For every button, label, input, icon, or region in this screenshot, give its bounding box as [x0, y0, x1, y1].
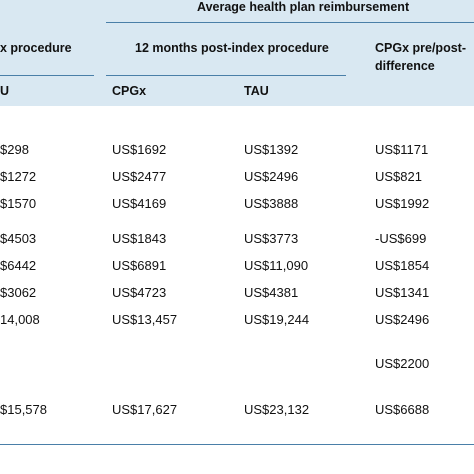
table-bottom-rule: [0, 444, 474, 445]
cell-post-tau: US$23,132: [244, 402, 310, 417]
cell-post-tau: US$19,244: [244, 312, 310, 327]
header-post-index-procedure: 12 months post-index procedure: [135, 41, 329, 55]
cell-post-cpgx: US$4723: [112, 285, 167, 300]
cell-post-cpgx: US$17,627: [112, 402, 178, 417]
cell-pre-tau: $6442: [0, 258, 37, 273]
cell-difference: US$821: [375, 169, 422, 184]
cell-post-cpgx: US$4169: [112, 196, 167, 211]
cell-post-tau: US$3773: [244, 231, 299, 246]
cell-difference: US$1171: [375, 142, 429, 157]
cell-post-cpgx: US$1843: [112, 231, 167, 246]
cell-post-cpgx: US$6891: [112, 258, 167, 273]
cell-difference: US$1992: [375, 196, 430, 211]
header-difference-line2: difference: [375, 59, 435, 73]
cell-post-cpgx: US$13,457: [112, 312, 178, 327]
subheader-cpgx: CPGx: [112, 84, 147, 98]
cell-difference: US$6688: [375, 402, 430, 417]
cell-pre-tau: $1272: [0, 169, 37, 184]
subheader-tau: TAU: [244, 84, 269, 98]
header-rule-pre: [0, 75, 94, 76]
cell-post-cpgx: US$1692: [112, 142, 167, 157]
cell-post-tau: US$2496: [244, 169, 299, 184]
cell-pre-tau: $3062: [0, 285, 37, 300]
header-rule-post: [106, 75, 346, 76]
cell-difference: US$2496: [375, 312, 430, 327]
cell-post-tau: US$4381: [244, 285, 299, 300]
cell-pre-tau: $298: [0, 142, 29, 157]
cell-difference: US$1341: [375, 285, 430, 300]
cell-pre-tau: $1570: [0, 196, 37, 211]
table-header-band: [0, 0, 474, 106]
header-rule-top: [106, 22, 474, 23]
cell-post-tau: US$1392: [244, 142, 299, 157]
header-average-reimbursement: Average health plan reimbursement: [197, 0, 410, 14]
cell-difference: US$1854: [375, 258, 430, 273]
cell-difference: US$2200: [375, 356, 430, 371]
cell-difference: -US$699: [375, 231, 427, 246]
subheader-tau-left: U: [0, 84, 10, 98]
cell-post-tau: US$3888: [244, 196, 299, 211]
header-pre-index-procedure: x procedure: [0, 41, 72, 55]
cell-pre-tau: $15,578: [0, 402, 47, 417]
header-difference-line1: CPGx pre/post-: [375, 41, 466, 55]
cell-pre-tau: 14,008: [0, 312, 40, 327]
cell-post-cpgx: US$2477: [112, 169, 167, 184]
cell-pre-tau: $4503: [0, 231, 37, 246]
cell-post-tau: US$11,090: [244, 258, 309, 273]
